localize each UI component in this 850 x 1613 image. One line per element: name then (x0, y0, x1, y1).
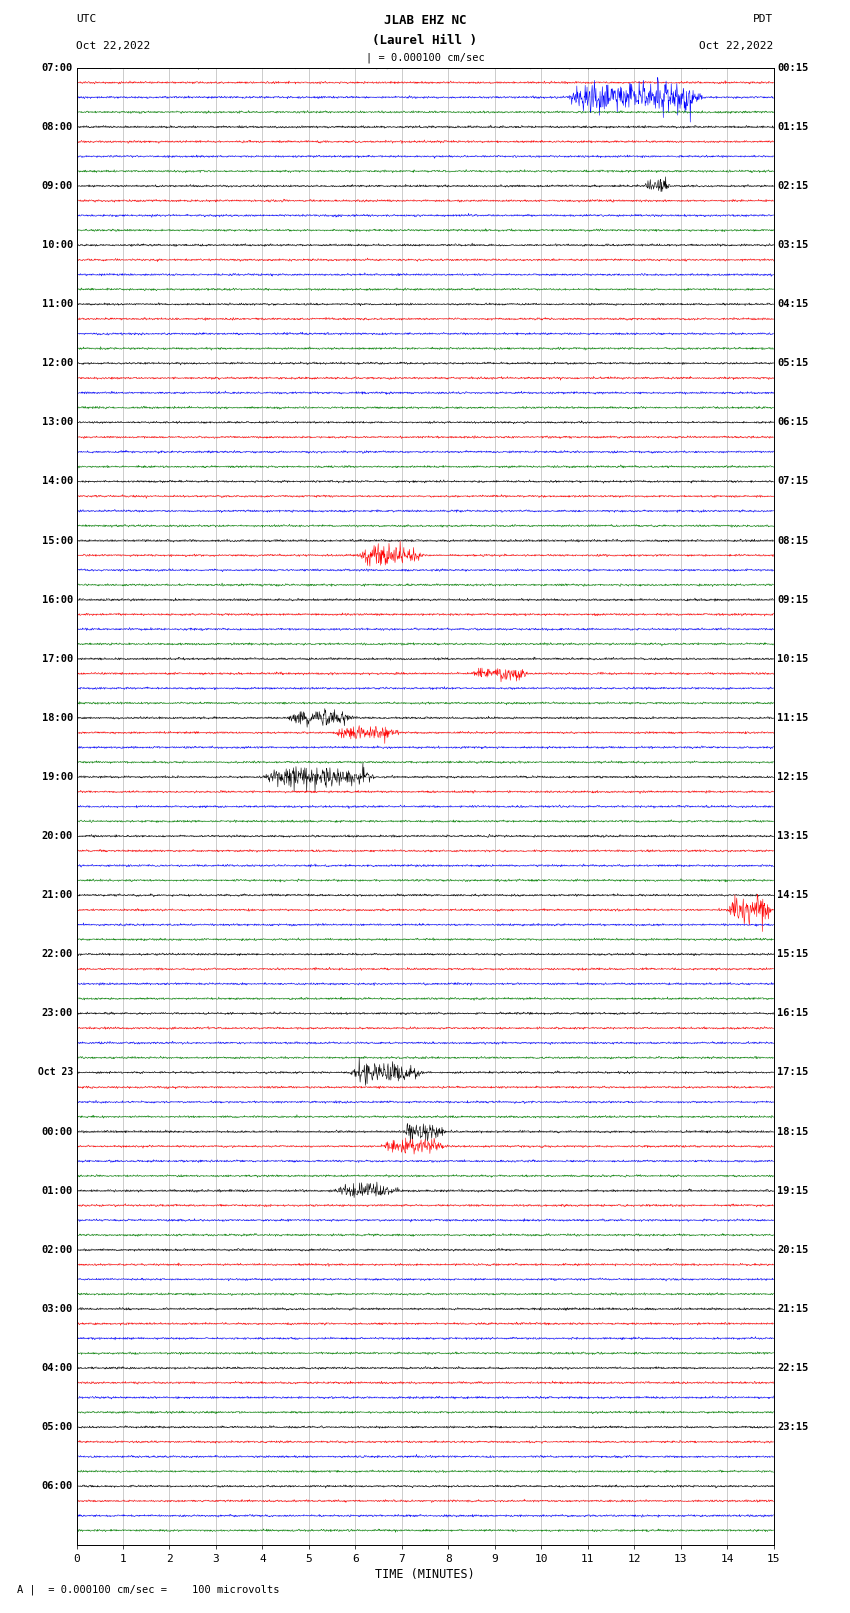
Text: 21:00: 21:00 (42, 890, 73, 900)
Text: 17:00: 17:00 (42, 653, 73, 663)
Text: 04:00: 04:00 (42, 1363, 73, 1373)
Text: 11:00: 11:00 (42, 298, 73, 310)
Text: 16:00: 16:00 (42, 595, 73, 605)
Text: 11:15: 11:15 (777, 713, 808, 723)
Text: 13:00: 13:00 (42, 418, 73, 427)
Text: 03:00: 03:00 (42, 1303, 73, 1315)
Text: 23:00: 23:00 (42, 1008, 73, 1018)
Text: 16:15: 16:15 (777, 1008, 808, 1018)
Text: 05:15: 05:15 (777, 358, 808, 368)
Text: 07:15: 07:15 (777, 476, 808, 487)
Text: 00:15: 00:15 (777, 63, 808, 73)
Text: JLAB EHZ NC: JLAB EHZ NC (383, 15, 467, 27)
Text: 18:00: 18:00 (42, 713, 73, 723)
Text: 12:15: 12:15 (777, 773, 808, 782)
Text: 14:15: 14:15 (777, 890, 808, 900)
Text: 10:15: 10:15 (777, 653, 808, 663)
Text: 21:15: 21:15 (777, 1303, 808, 1315)
Text: UTC: UTC (76, 15, 97, 24)
Text: 17:15: 17:15 (777, 1068, 808, 1077)
Text: 08:00: 08:00 (42, 123, 73, 132)
Text: 08:15: 08:15 (777, 536, 808, 545)
Text: 20:00: 20:00 (42, 831, 73, 840)
Text: PDT: PDT (753, 15, 774, 24)
Text: 02:00: 02:00 (42, 1245, 73, 1255)
Text: 18:15: 18:15 (777, 1126, 808, 1137)
Text: 22:15: 22:15 (777, 1363, 808, 1373)
Text: 19:15: 19:15 (777, 1186, 808, 1195)
Text: 15:00: 15:00 (42, 536, 73, 545)
Text: | = 0.000100 cm/sec: | = 0.000100 cm/sec (366, 52, 484, 63)
X-axis label: TIME (MINUTES): TIME (MINUTES) (375, 1568, 475, 1581)
Text: Oct 22,2022: Oct 22,2022 (700, 40, 774, 52)
Text: 04:15: 04:15 (777, 298, 808, 310)
Text: 01:00: 01:00 (42, 1186, 73, 1195)
Text: 10:00: 10:00 (42, 240, 73, 250)
Text: 00:00: 00:00 (42, 1126, 73, 1137)
Text: 13:15: 13:15 (777, 831, 808, 840)
Text: 02:15: 02:15 (777, 181, 808, 190)
Text: 19:00: 19:00 (42, 773, 73, 782)
Text: 20:15: 20:15 (777, 1245, 808, 1255)
Text: 01:15: 01:15 (777, 123, 808, 132)
Text: 12:00: 12:00 (42, 358, 73, 368)
Text: 14:00: 14:00 (42, 476, 73, 487)
Text: Oct 22,2022: Oct 22,2022 (76, 40, 150, 52)
Text: (Laurel Hill ): (Laurel Hill ) (372, 34, 478, 47)
Text: 06:00: 06:00 (42, 1481, 73, 1490)
Text: Oct 23: Oct 23 (38, 1068, 73, 1077)
Text: 06:15: 06:15 (777, 418, 808, 427)
Text: 09:15: 09:15 (777, 595, 808, 605)
Text: 07:00: 07:00 (42, 63, 73, 73)
Text: 15:15: 15:15 (777, 950, 808, 960)
Text: 23:15: 23:15 (777, 1423, 808, 1432)
Text: 22:00: 22:00 (42, 950, 73, 960)
Text: 09:00: 09:00 (42, 181, 73, 190)
Text: 05:00: 05:00 (42, 1423, 73, 1432)
Text: A |  = 0.000100 cm/sec =    100 microvolts: A | = 0.000100 cm/sec = 100 microvolts (17, 1584, 280, 1595)
Text: 03:15: 03:15 (777, 240, 808, 250)
